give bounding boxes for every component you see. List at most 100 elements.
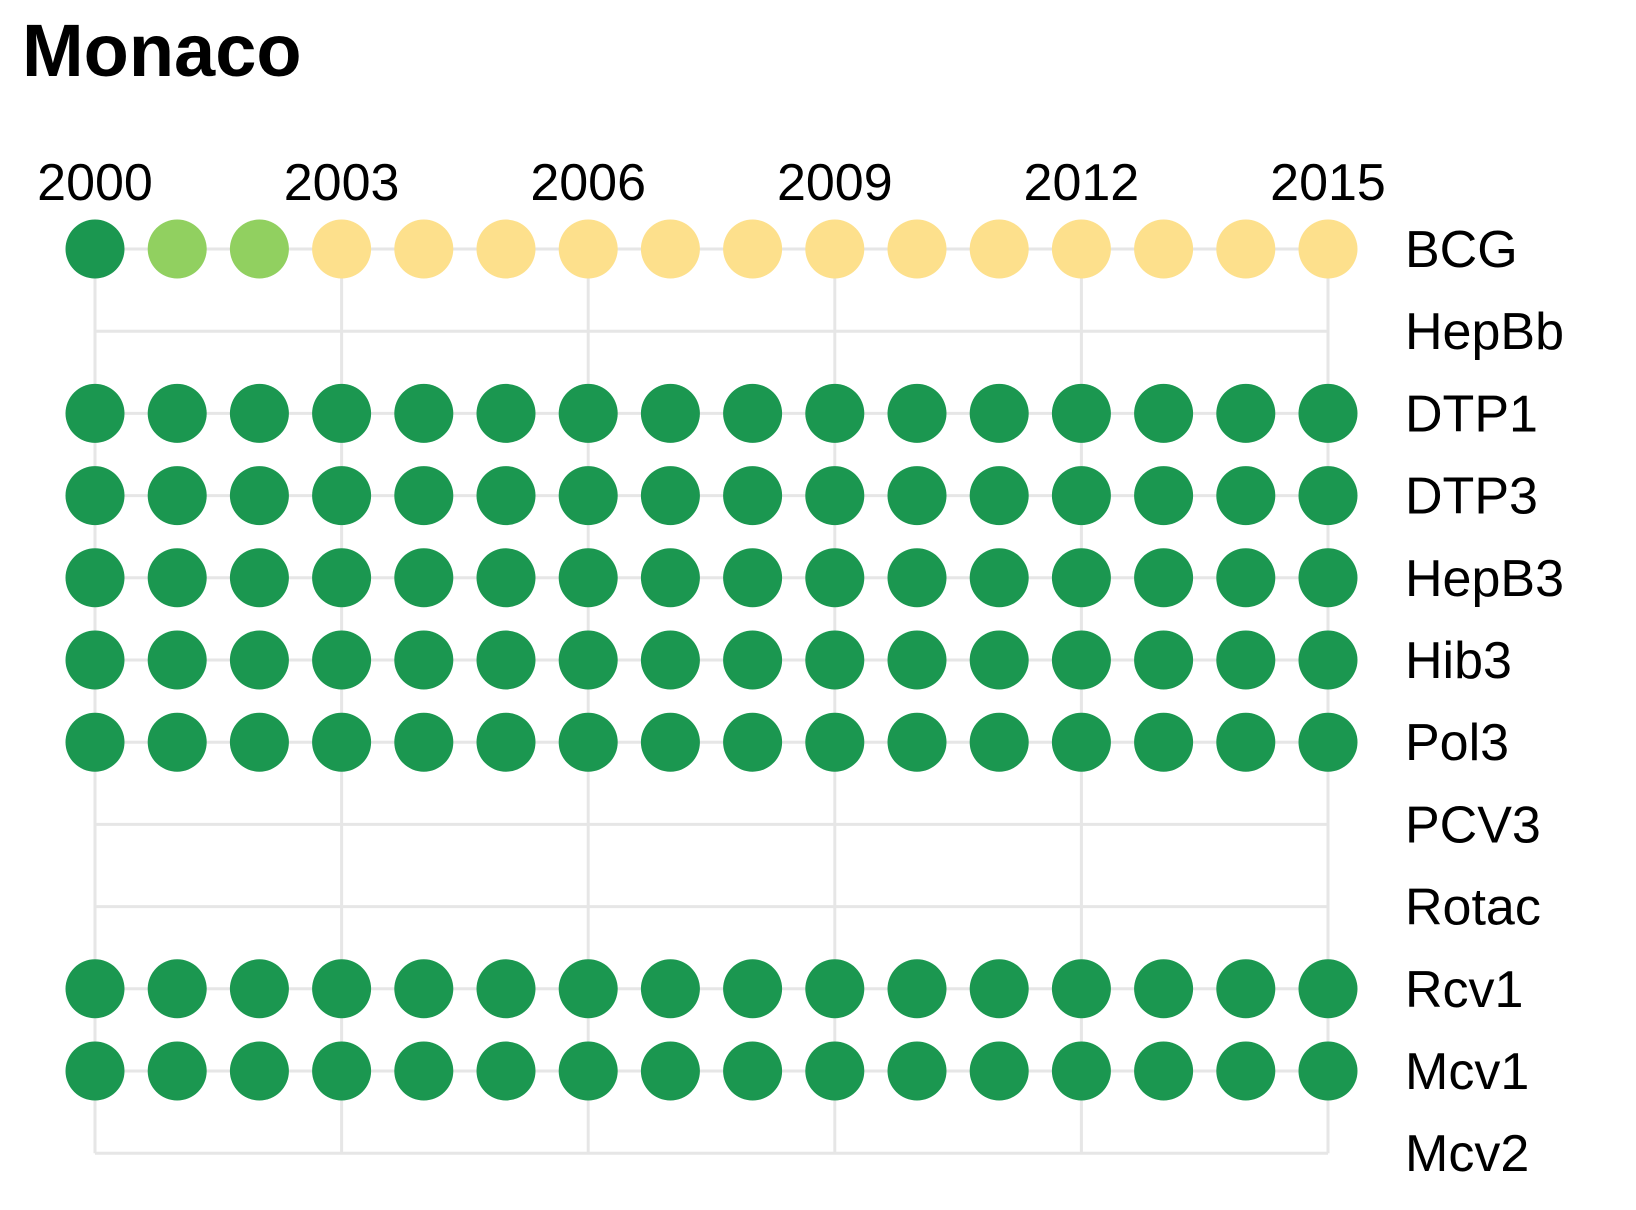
coverage-dot bbox=[229, 1041, 289, 1101]
coverage-dot bbox=[476, 466, 536, 526]
coverage-dot bbox=[229, 959, 289, 1019]
coverage-dot bbox=[805, 630, 865, 690]
coverage-dot bbox=[147, 959, 207, 1019]
coverage-dot bbox=[147, 219, 207, 279]
y-category-label: HepB3 bbox=[1405, 550, 1564, 608]
x-tick-label: 2009 bbox=[777, 154, 893, 212]
coverage-dot bbox=[805, 712, 865, 772]
coverage-dot bbox=[1051, 548, 1111, 608]
coverage-dot bbox=[558, 712, 618, 772]
coverage-dot bbox=[147, 1041, 207, 1101]
coverage-dot bbox=[1051, 959, 1111, 1019]
coverage-dot bbox=[312, 959, 372, 1019]
coverage-dot bbox=[805, 466, 865, 526]
coverage-dot bbox=[969, 712, 1029, 772]
coverage-dot bbox=[887, 383, 947, 443]
coverage-dot bbox=[394, 959, 454, 1019]
coverage-dot bbox=[1134, 219, 1194, 279]
x-tick-label: 2015 bbox=[1270, 154, 1386, 212]
coverage-dot bbox=[394, 712, 454, 772]
coverage-dot bbox=[1216, 383, 1276, 443]
coverage-dot bbox=[1298, 712, 1358, 772]
coverage-dot bbox=[229, 466, 289, 526]
coverage-dot bbox=[640, 712, 700, 772]
coverage-dot bbox=[476, 383, 536, 443]
coverage-dot bbox=[640, 630, 700, 690]
coverage-dot bbox=[1216, 1041, 1276, 1101]
coverage-dot bbox=[65, 712, 125, 772]
coverage-dot bbox=[476, 712, 536, 772]
y-category-label: HepBb bbox=[1405, 303, 1564, 361]
coverage-dot bbox=[969, 1041, 1029, 1101]
y-category-label: PCV3 bbox=[1405, 796, 1541, 854]
coverage-dot bbox=[65, 1041, 125, 1101]
coverage-dot bbox=[969, 466, 1029, 526]
coverage-dot bbox=[312, 1041, 372, 1101]
coverage-dot bbox=[969, 219, 1029, 279]
y-category-label: Rcv1 bbox=[1405, 961, 1523, 1019]
coverage-dot bbox=[558, 1041, 618, 1101]
coverage-dot bbox=[312, 630, 372, 690]
coverage-dot bbox=[723, 959, 783, 1019]
coverage-dot bbox=[1298, 630, 1358, 690]
coverage-dot bbox=[394, 466, 454, 526]
coverage-dot bbox=[1134, 383, 1194, 443]
coverage-dot bbox=[1051, 383, 1111, 443]
coverage-dot bbox=[65, 959, 125, 1019]
y-category-label: Hib3 bbox=[1405, 632, 1512, 690]
coverage-dot bbox=[1298, 466, 1358, 526]
coverage-dot bbox=[476, 1041, 536, 1101]
y-category-label: BCG bbox=[1405, 221, 1518, 279]
coverage-dot bbox=[640, 1041, 700, 1101]
coverage-dot bbox=[147, 548, 207, 608]
coverage-dot bbox=[394, 548, 454, 608]
coverage-dot bbox=[312, 466, 372, 526]
coverage-dot bbox=[229, 548, 289, 608]
coverage-dot bbox=[312, 712, 372, 772]
coverage-dot bbox=[887, 219, 947, 279]
coverage-dot bbox=[1298, 959, 1358, 1019]
coverage-dot bbox=[1298, 383, 1358, 443]
y-category-label: Mcv2 bbox=[1405, 1125, 1529, 1183]
coverage-dot bbox=[723, 466, 783, 526]
coverage-dot bbox=[887, 959, 947, 1019]
x-tick-label: 2000 bbox=[37, 154, 153, 212]
coverage-dot bbox=[558, 548, 618, 608]
coverage-dot bbox=[65, 383, 125, 443]
coverage-dot bbox=[805, 959, 865, 1019]
coverage-dot bbox=[1216, 466, 1276, 526]
coverage-dot bbox=[640, 383, 700, 443]
coverage-dot bbox=[312, 383, 372, 443]
coverage-dot bbox=[476, 219, 536, 279]
coverage-dot bbox=[147, 712, 207, 772]
coverage-dot bbox=[65, 630, 125, 690]
coverage-dot bbox=[65, 219, 125, 279]
coverage-dot bbox=[1051, 1041, 1111, 1101]
coverage-dot bbox=[805, 548, 865, 608]
coverage-dot bbox=[969, 959, 1029, 1019]
coverage-dot bbox=[1051, 712, 1111, 772]
coverage-dot bbox=[1134, 712, 1194, 772]
coverage-dot bbox=[887, 1041, 947, 1101]
coverage-dot bbox=[1051, 630, 1111, 690]
coverage-dot bbox=[723, 548, 783, 608]
coverage-dot bbox=[1134, 466, 1194, 526]
x-tick-label: 2012 bbox=[1024, 154, 1140, 212]
y-category-label: Mcv1 bbox=[1405, 1043, 1529, 1101]
coverage-dot bbox=[887, 548, 947, 608]
coverage-dot bbox=[1216, 548, 1276, 608]
coverage-dot bbox=[723, 1041, 783, 1101]
coverage-dot bbox=[229, 630, 289, 690]
coverage-dot bbox=[1134, 630, 1194, 690]
coverage-dot bbox=[723, 630, 783, 690]
coverage-dot bbox=[723, 383, 783, 443]
coverage-dot bbox=[1216, 712, 1276, 772]
coverage-dot bbox=[1298, 219, 1358, 279]
coverage-dot bbox=[147, 383, 207, 443]
coverage-dot bbox=[1134, 959, 1194, 1019]
coverage-dot bbox=[147, 630, 207, 690]
y-category-label: Rotac bbox=[1405, 879, 1541, 937]
coverage-dot bbox=[887, 466, 947, 526]
